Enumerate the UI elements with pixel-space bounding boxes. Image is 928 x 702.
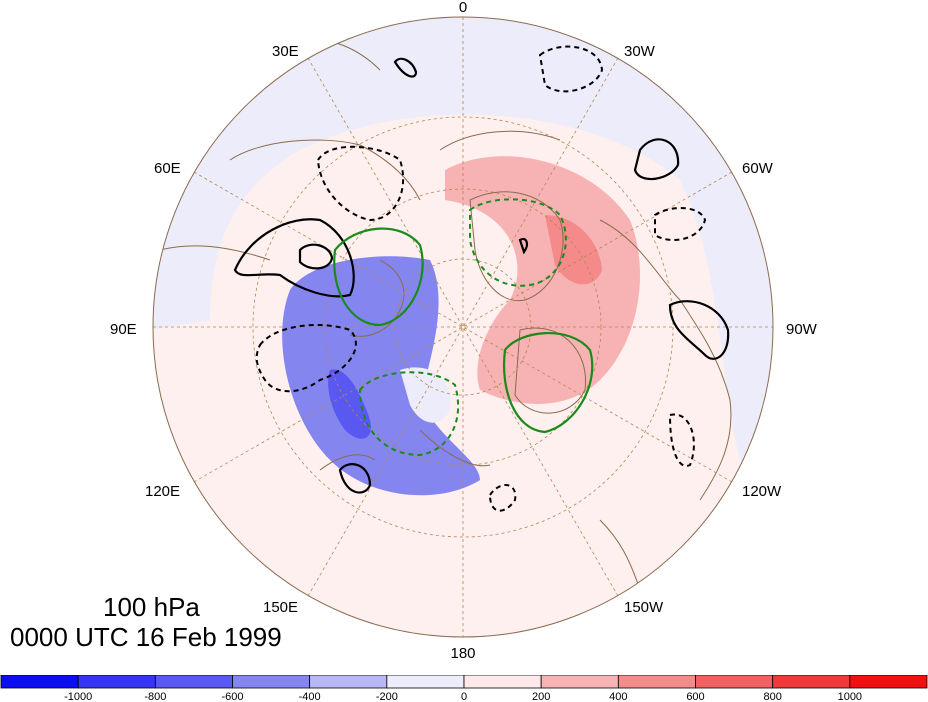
pressure-level-label: 100 hPa	[103, 592, 200, 622]
colorbar-ticks: -1000 -800 -600 -400 -200 0 200 400 600 800 1000	[64, 691, 862, 702]
coastlines	[159, 38, 732, 591]
positive-anomaly-region	[445, 156, 640, 404]
colorbar-tick-label: -200	[376, 691, 398, 702]
colorbar-boxes	[0, 675, 928, 689]
contours-black-solid	[233, 57, 730, 494]
colorbar-tick-label: 600	[686, 691, 704, 702]
colorbar-tick-label: -400	[299, 691, 321, 702]
colorbar-tick-label: -800	[144, 691, 166, 702]
lon-label-120e: 120E	[145, 483, 180, 500]
colorbar-box	[232, 675, 311, 689]
colorbar-box	[695, 675, 774, 689]
lon-label-60e: 60E	[154, 160, 181, 177]
colorbar-box	[772, 675, 851, 689]
negative-anomaly-hole	[400, 367, 451, 423]
colorbar-box	[849, 675, 928, 689]
contours-green-solid	[333, 227, 594, 434]
colorbar-box	[463, 675, 542, 689]
colorbar-tick-label: 200	[532, 691, 550, 702]
lon-label-150e: 150E	[263, 599, 298, 616]
lon-label-30e: 30E	[272, 43, 299, 60]
colorbar-box	[77, 675, 156, 689]
lon-label-180: 180	[450, 645, 475, 662]
colorbar-box	[540, 675, 619, 689]
colorbar-box	[0, 675, 79, 689]
colorbar-tick-label: 1000	[838, 691, 862, 702]
lon-label-90w: 90W	[786, 321, 818, 338]
colorbar-box	[154, 675, 233, 689]
lon-label-90e: 90E	[110, 321, 137, 338]
colorbar-tick-label: 800	[763, 691, 781, 702]
negative-anomaly-core	[328, 369, 371, 439]
lon-label-0: 0	[459, 0, 467, 16]
colorbar-tick-label: -600	[221, 691, 243, 702]
lon-label-60w: 60W	[742, 160, 774, 177]
colorbar-tick-label: -1000	[64, 691, 92, 702]
lon-label-120w: 120W	[742, 483, 782, 500]
map-outline	[152, 16, 774, 638]
colorbar: -1000 -800 -600 -400 -200 0 200 400 600 800 1000	[0, 675, 928, 702]
contours-green-dashed	[358, 198, 567, 457]
negative-anomaly-outer-ring	[153, 17, 773, 500]
colorbar-box	[386, 675, 465, 689]
colorbar-tick-label: 0	[461, 691, 467, 702]
colorbar-tick-label: 400	[609, 691, 627, 702]
negative-anomaly-region	[282, 256, 480, 496]
colorbar-box	[617, 675, 696, 689]
lon-label-30w: 30W	[624, 43, 656, 60]
valid-time-label: 0000 UTC 16 Feb 1999	[10, 622, 282, 652]
contours-black-dashed	[255, 45, 707, 512]
colorbar-box	[309, 675, 388, 689]
lon-label-150w: 150W	[624, 599, 664, 616]
